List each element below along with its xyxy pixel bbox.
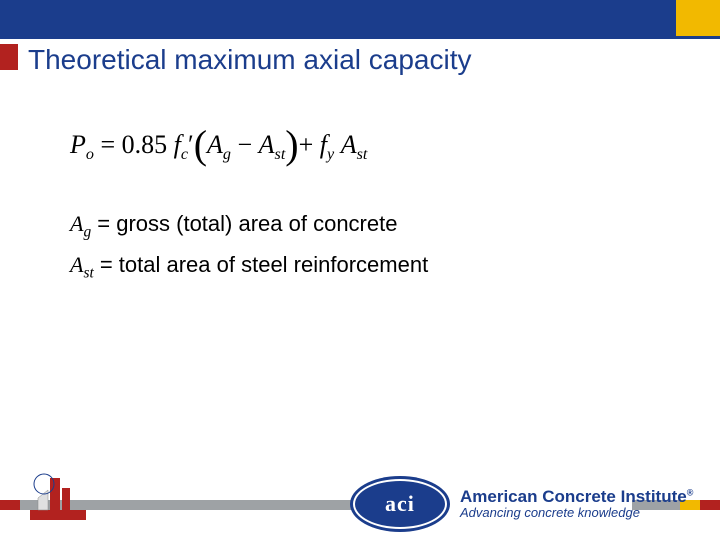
eq-fy-sub: y — [327, 146, 334, 163]
top-band — [0, 0, 720, 36]
eq-prime: ′ — [188, 130, 194, 159]
top-band-blue — [0, 0, 676, 36]
def-Ast-text: = total area of steel reinforcement — [94, 252, 428, 277]
aci-badge: aci — [350, 476, 450, 532]
aci-abbr: aci — [385, 491, 415, 517]
def-Ag: Ag = gross (total) area of concrete — [70, 205, 428, 246]
eq-Ast2-sub: st — [357, 146, 368, 163]
eq-Ast2-var: A — [341, 130, 357, 159]
footer-red-right — [700, 500, 720, 510]
eq-Po-sub: o — [86, 146, 94, 163]
aci-text: American Concrete Institute® Advancing c… — [460, 487, 693, 521]
aci-reg: ® — [687, 487, 694, 497]
eq-plus: + — [299, 130, 320, 159]
eq-Po-var: P — [70, 130, 86, 159]
slide-title: Theoretical maximum axial capacity — [28, 44, 472, 76]
eq-Ag-var: A — [207, 130, 223, 159]
eq-minus: − — [231, 130, 259, 159]
eq-Ast-sub: st — [275, 146, 286, 163]
def-Ag-text: = gross (total) area of concrete — [91, 211, 397, 236]
aci-line2: Advancing concrete knowledge — [460, 506, 693, 521]
eq-equals: = — [94, 130, 122, 159]
def-Ast: Ast = total area of steel reinforcement — [70, 246, 428, 287]
equation: Po = 0.85 fc′(Ag − Ast)+ fy Ast — [70, 130, 367, 164]
eq-coeff: 0.85 — [122, 130, 168, 159]
top-band-gold — [676, 0, 720, 36]
title-accent-red — [0, 44, 18, 70]
def-Ag-sub: g — [83, 223, 91, 240]
def-Ag-sym: A — [70, 211, 83, 236]
ibst-logo — [30, 470, 86, 522]
def-Ast-sub: st — [83, 264, 93, 281]
eq-rparen: ) — [285, 122, 298, 167]
eq-fc-var: f — [174, 130, 181, 159]
eq-lparen: ( — [194, 122, 207, 167]
def-Ast-sym: A — [70, 252, 83, 277]
eq-Ag-sub: g — [223, 146, 231, 163]
definitions: Ag = gross (total) area of concrete Ast … — [70, 205, 428, 286]
footer-red-left — [0, 500, 20, 510]
title-underline — [0, 36, 720, 39]
aci-logo-block: aci American Concrete Institute® Advanci… — [350, 476, 693, 532]
eq-fc-sub: c — [181, 146, 188, 163]
aci-line1: American Concrete Institute — [460, 487, 687, 506]
eq-fy-var: f — [320, 130, 327, 159]
eq-Ast-var: A — [259, 130, 275, 159]
